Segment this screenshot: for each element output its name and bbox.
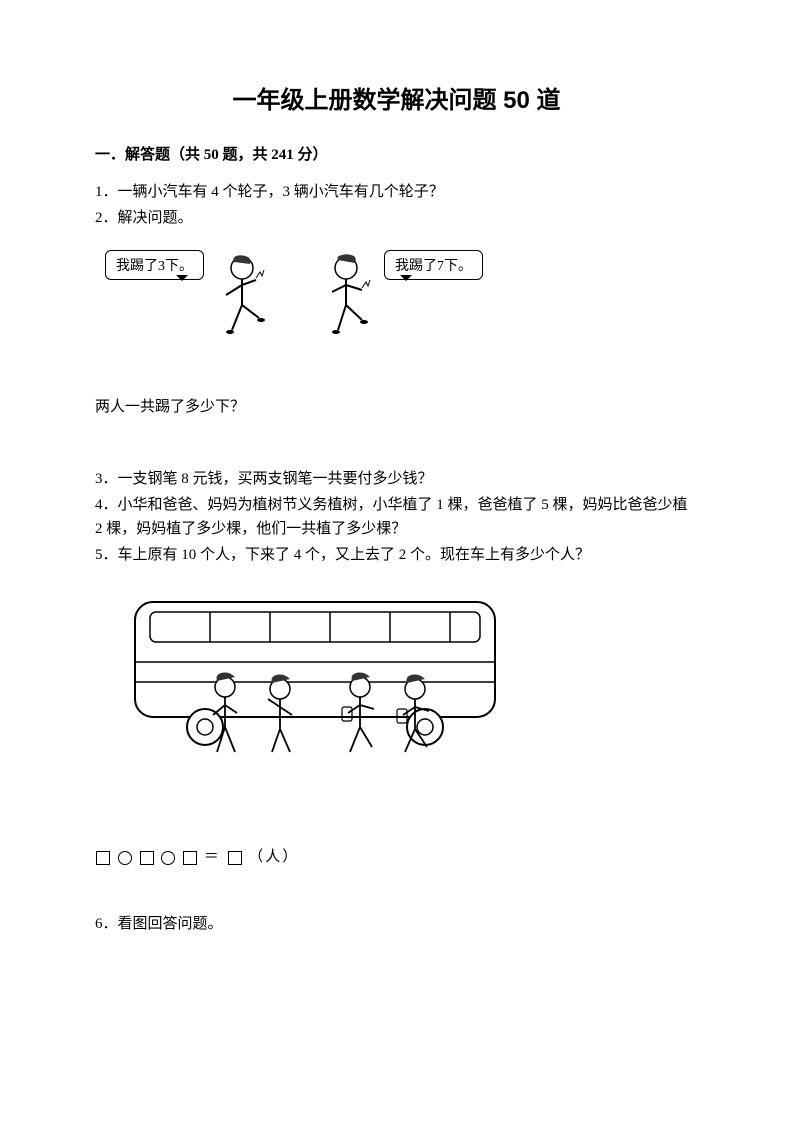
equation-box — [228, 851, 242, 865]
bus-illustration — [115, 587, 515, 777]
question-3: 3．一支钢笔 8 元钱，买两支钢笔一共要付多少钱？ — [95, 467, 698, 491]
equation-box — [183, 851, 197, 865]
kid-right-icon — [314, 250, 384, 345]
equation-circle — [161, 851, 175, 865]
question-4: 4．小华和爸爸、妈妈为植树节义务植树，小华植了 1 棵，爸爸植了 5 棵，妈妈比… — [95, 493, 698, 541]
question-1: 1．一辆小汽车有 4 个轮子，3 辆小汽车有几个轮子？ — [95, 180, 698, 204]
question-2: 2．解决问题。 — [95, 206, 698, 230]
kicking-illustration: 我踢了3下。 我踢了7下 — [105, 250, 698, 345]
equation-box — [96, 851, 110, 865]
equation-box — [140, 851, 154, 865]
question-6: 6．看图回答问题。 — [95, 912, 698, 936]
equation-circle — [118, 851, 132, 865]
page-title: 一年级上册数学解决问题 50 道 — [95, 80, 698, 115]
kid-left-icon — [204, 250, 274, 345]
equation-q5: ＝ （人） — [95, 845, 698, 866]
equation-unit: （人） — [248, 849, 299, 865]
speech-bubble-left: 我踢了3下。 — [105, 250, 204, 280]
question-2-followup: 两人一共踢了多少下？ — [95, 395, 698, 419]
speech-bubble-right: 我踢了7下。 — [384, 250, 483, 280]
question-5: 5．车上原有 10 个人，下来了 4 个，又上去了 2 个。现在车上有多少个人？ — [95, 543, 698, 567]
section-header: 一．解答题（共 50 题，共 241 分） — [95, 143, 698, 164]
